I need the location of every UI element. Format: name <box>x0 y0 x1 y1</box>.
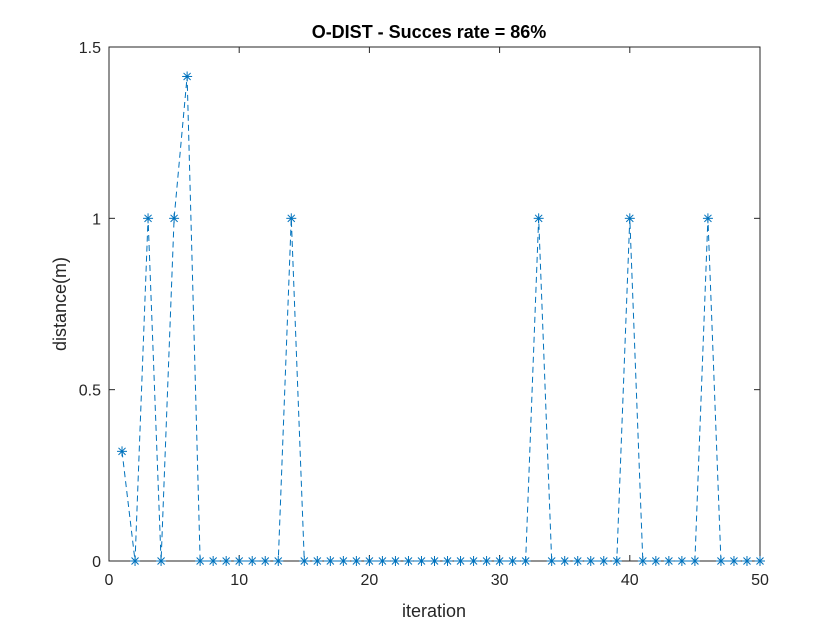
data-point <box>611 556 622 566</box>
y-axis: 0 0.5 1 1.5 <box>79 40 760 571</box>
data-point <box>455 556 466 566</box>
data-point <box>221 556 232 566</box>
data-point <box>130 556 141 566</box>
y-tick-label: 0 <box>92 554 101 571</box>
data-point <box>663 556 674 566</box>
data-point <box>650 556 661 566</box>
data-point <box>481 556 492 566</box>
plot-area <box>108 46 761 562</box>
axes-box <box>108 46 761 562</box>
data-point <box>169 213 180 224</box>
data-point <box>273 556 284 566</box>
data-point <box>429 556 440 566</box>
data-point <box>377 556 388 566</box>
x-tick-label: 0 <box>105 572 114 589</box>
data-point <box>403 556 414 566</box>
data-point <box>585 556 596 566</box>
y-tick-label: 0.5 <box>79 383 101 400</box>
y-tick-label: 1 <box>92 211 101 228</box>
series-layer <box>117 71 765 566</box>
x-tick-label: 10 <box>230 572 248 589</box>
data-point <box>416 556 427 566</box>
data-point <box>520 556 531 566</box>
data-point <box>247 556 258 566</box>
x-tick-label: 40 <box>621 572 639 589</box>
data-point <box>637 556 648 566</box>
data-point <box>338 556 349 566</box>
data-point <box>507 556 518 566</box>
data-point <box>546 556 557 566</box>
data-point <box>559 556 570 566</box>
data-point <box>533 213 544 224</box>
chart-title: O-DIST - Succes rate = 86% <box>312 22 547 42</box>
data-point <box>351 556 362 566</box>
x-tick-label: 20 <box>361 572 379 589</box>
data-point <box>260 556 271 566</box>
data-point <box>689 556 700 566</box>
y-tick-label: 1.5 <box>79 40 101 57</box>
data-point <box>299 556 310 566</box>
x-tick-label: 50 <box>751 572 769 589</box>
data-point <box>234 556 245 566</box>
data-point <box>715 556 726 566</box>
data-point <box>312 556 323 566</box>
data-point <box>598 556 609 566</box>
data-point <box>286 213 297 224</box>
data-point <box>676 556 687 566</box>
x-axis: 0 10 20 30 40 50 <box>105 47 769 589</box>
data-point <box>741 556 752 566</box>
data-point <box>364 556 375 566</box>
y-axis-label: distance(m) <box>50 257 70 351</box>
data-point <box>755 556 765 566</box>
data-point <box>208 556 219 566</box>
data-point <box>390 556 401 566</box>
data-point <box>624 213 635 224</box>
data-point <box>143 213 154 224</box>
data-point <box>728 556 739 566</box>
data-point <box>182 71 193 82</box>
data-point <box>117 446 128 457</box>
x-tick-label: 30 <box>491 572 509 589</box>
data-point <box>156 556 167 566</box>
data-point <box>702 213 713 224</box>
data-point <box>325 556 336 566</box>
data-point <box>468 556 479 566</box>
data-point <box>572 556 583 566</box>
x-axis-label: iteration <box>402 601 466 621</box>
data-point <box>195 556 206 566</box>
data-point <box>442 556 453 566</box>
data-point <box>494 556 505 566</box>
